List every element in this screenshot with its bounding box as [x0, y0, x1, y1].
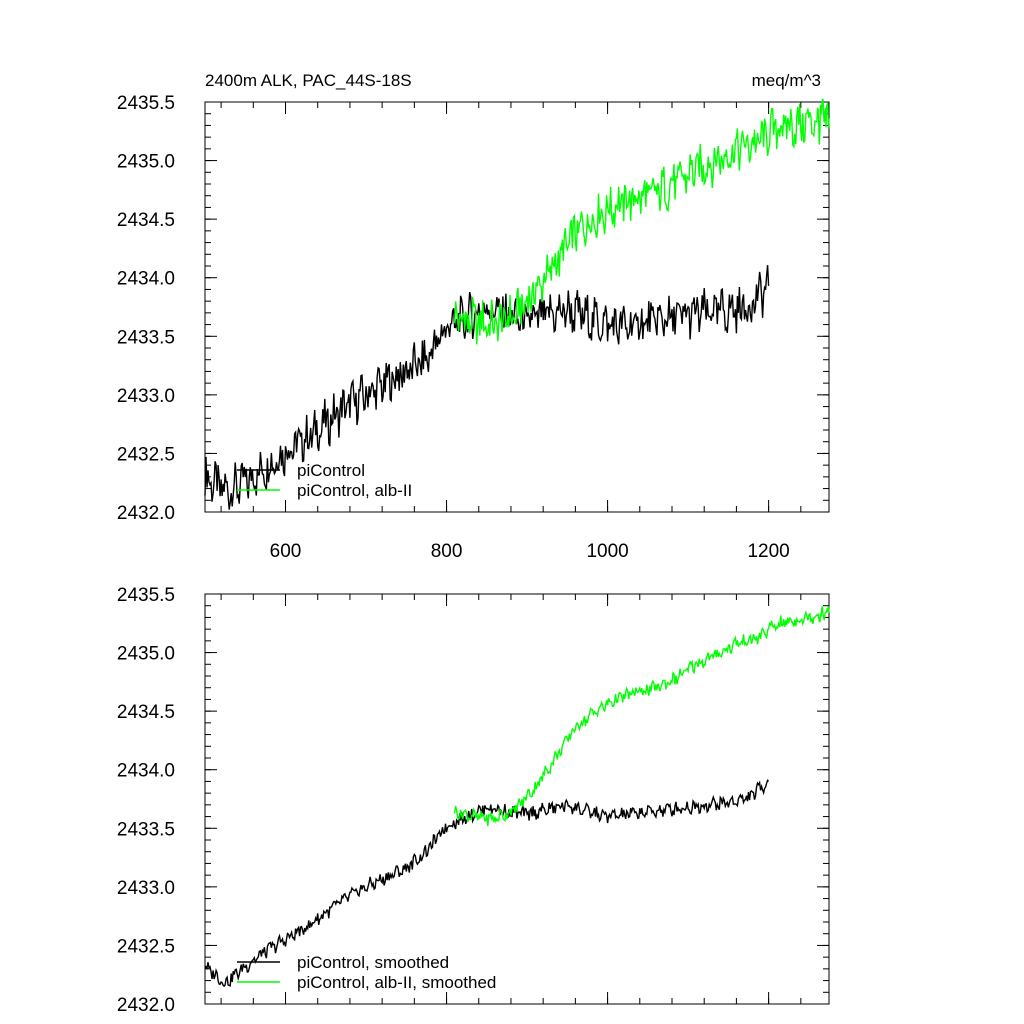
x-tick-label: 1200: [747, 541, 789, 562]
x-tick-label: 600: [270, 541, 302, 562]
units-label: meq/m^3: [752, 71, 821, 90]
plot-frame: [204, 101, 830, 513]
y-tick-label: 2434.0: [117, 269, 175, 290]
y-tick-label: 2435.5: [117, 93, 175, 114]
series-line-alb-ii: [453, 98, 830, 345]
y-tick-label: 2435.5: [117, 585, 175, 606]
y-tick-label: 2432.5: [117, 936, 175, 957]
y-tick-label: 2432.0: [117, 995, 175, 1016]
y-tick-label: 2433.0: [117, 386, 175, 407]
y-tick-label: 2433.5: [117, 327, 175, 348]
y-tick-label: 2432.0: [117, 503, 175, 524]
y-tick-label: 2434.5: [117, 210, 175, 231]
legend-label: piControl, alb-II, smoothed: [297, 973, 496, 992]
bottom-panel: 2432.0 2432.5 2433.0 2433.5 2434.0 2434.5 2435…: [117, 585, 830, 1016]
legend-label: piControl: [297, 461, 365, 480]
x-tick-label: 1000: [586, 541, 628, 562]
legend-label: piControl, alb-II: [297, 481, 412, 500]
y-tick-label: 2433.5: [117, 819, 175, 840]
y-tick-label: 2434.0: [117, 761, 175, 782]
y-tick-label: 2434.5: [117, 702, 175, 723]
y-tick-label: 2435.0: [117, 644, 175, 665]
series-line-picontrol: [204, 265, 770, 510]
chart-title: 2400m ALK, PAC_44S-18S: [205, 71, 412, 90]
top-panel: 2400m ALK, PAC_44S-18S meq/m^3 2432.0 2432.…: [117, 71, 830, 562]
legend-label: piControl, smoothed: [297, 953, 449, 972]
series-line-alb-ii: [453, 606, 830, 827]
y-tick-label: 2432.5: [117, 444, 175, 465]
x-tick-label: 800: [431, 541, 463, 562]
y-tick-label: 2433.0: [117, 878, 175, 899]
plot-frame: [204, 593, 830, 1005]
series-line-picontrol: [204, 779, 770, 988]
y-tick-label: 2435.0: [117, 152, 175, 173]
